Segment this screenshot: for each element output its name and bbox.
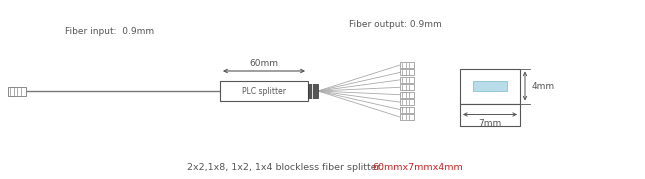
Text: Fiber output: 0.9mm: Fiber output: 0.9mm (349, 20, 441, 28)
Bar (460, 69, 520, 103)
Bar (473, 81, 507, 91)
Text: PLC splitter: PLC splitter (242, 86, 286, 96)
Text: 4mm: 4mm (532, 81, 555, 91)
Bar (400, 62, 414, 68)
Bar (400, 69, 414, 75)
Bar (400, 99, 414, 105)
Bar (220, 81, 308, 101)
Bar (460, 103, 520, 125)
Bar (308, 84, 318, 98)
Bar (400, 84, 414, 90)
Text: 2x2,1x8, 1x2, 1x4 blockless fiber splitter:: 2x2,1x8, 1x2, 1x4 blockless fiber splitt… (186, 163, 383, 171)
Bar (8, 86, 26, 96)
Text: 60mmx7mmx4mm: 60mmx7mmx4mm (373, 163, 463, 171)
Text: 7mm: 7mm (479, 118, 502, 127)
Bar (400, 114, 414, 120)
Text: Fiber input:  0.9mm: Fiber input: 0.9mm (65, 26, 155, 35)
Bar (400, 92, 414, 98)
Bar (400, 77, 414, 83)
Text: 60mm: 60mm (250, 59, 279, 68)
Bar (400, 107, 414, 113)
